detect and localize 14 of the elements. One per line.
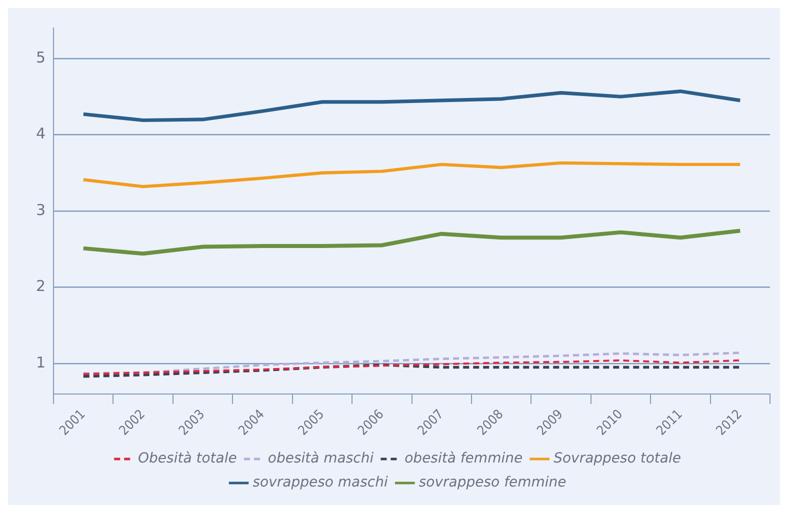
line-series xyxy=(82,352,742,375)
legend-label: obesità femmine xyxy=(404,450,523,467)
y-tick-label: 1 xyxy=(36,353,46,372)
legend-label: Sovrappeso totale xyxy=(554,450,681,467)
y-tick-label: 3 xyxy=(36,200,46,219)
legend-label: Obesità totale xyxy=(138,450,237,467)
y-tick-label: 2 xyxy=(36,277,46,296)
legend-label: sovrappeso femmine xyxy=(418,474,566,491)
legend-label: obesità maschi xyxy=(268,450,374,467)
legend-label: sovrappeso maschi xyxy=(252,474,388,491)
y-tick-label: 5 xyxy=(36,48,46,66)
y-tick-label: 4 xyxy=(36,124,46,143)
line-series xyxy=(82,359,742,376)
line-series xyxy=(82,364,742,378)
